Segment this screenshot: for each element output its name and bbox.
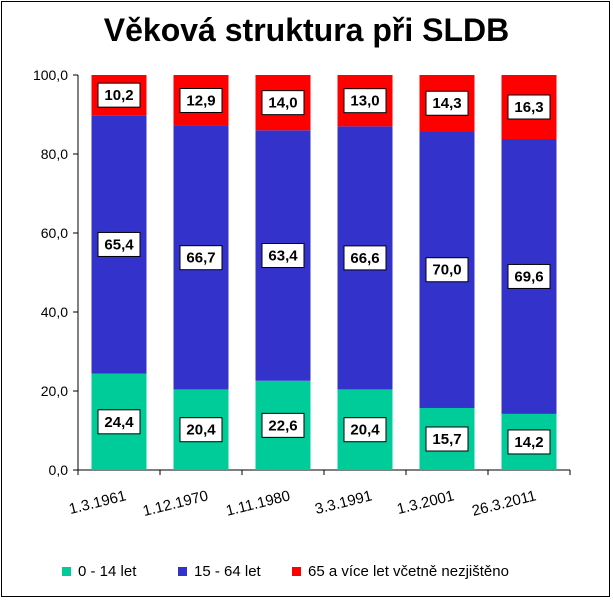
data-label-box [179,417,223,443]
data-label: 14,0 [268,95,297,112]
legend-label: 65 a více let včetně nezjištěno [308,563,509,580]
data-label-box [261,243,305,269]
data-label-box [97,82,141,108]
data-label-box [425,90,469,116]
data-label-box [261,412,305,438]
legend-swatch [292,567,301,576]
data-label-box [425,257,469,283]
data-label: 70,0 [432,262,461,279]
data-label-box [261,90,305,116]
data-label: 14,2 [514,434,543,451]
data-label-box [425,426,469,452]
y-tick-label: 80,0 [41,146,68,162]
data-label-box [507,94,551,120]
data-label: 24,4 [104,414,134,431]
data-label: 10,2 [104,87,133,104]
data-label: 12,9 [186,92,215,109]
data-label-box [343,245,387,271]
y-tick-label: 20,0 [41,383,68,399]
y-tick-label: 100,0 [33,67,68,83]
data-label: 66,7 [186,250,215,267]
data-label-box [343,88,387,114]
data-label: 15,7 [432,431,461,448]
legend-swatch [62,567,71,576]
data-label-box [343,417,387,443]
x-tick-label: 26.3.2011 [470,487,538,519]
data-label: 69,6 [514,268,543,285]
legend: 0 - 14 let 15 - 64 let 65 a více let včetn… [0,560,613,584]
y-tick-label: 40,0 [41,304,68,320]
y-tick-label: 0,0 [49,462,69,478]
data-label-box [507,263,551,289]
x-tick-label: 3.3.1991 [313,487,374,518]
data-label: 66,6 [350,250,379,267]
data-label: 63,4 [268,248,298,265]
data-label: 20,4 [186,422,216,439]
data-label-box [507,429,551,455]
legend-label: 15 - 64 let [194,563,261,580]
data-label: 16,3 [514,99,543,116]
x-tick-label: 1.3.2001 [395,487,456,518]
data-label-box [179,87,223,113]
x-tick-label: 1.3.1961 [67,487,128,518]
data-label: 13,0 [350,93,379,110]
y-tick-label: 60,0 [41,225,68,241]
legend-label: 0 - 14 let [78,563,137,580]
data-label-box [97,231,141,257]
chart-title: Věková struktura při SLDB [103,12,510,48]
x-tick-label: 1.12.1970 [141,487,210,520]
data-label-box [179,245,223,271]
data-label: 14,3 [432,95,461,112]
x-tick-label: 1.11.1980 [224,487,292,519]
legend-swatch [178,567,187,576]
data-label: 22,6 [268,417,297,434]
data-label: 20,4 [350,422,380,439]
data-label-box [97,409,141,435]
data-label: 65,4 [104,236,134,253]
